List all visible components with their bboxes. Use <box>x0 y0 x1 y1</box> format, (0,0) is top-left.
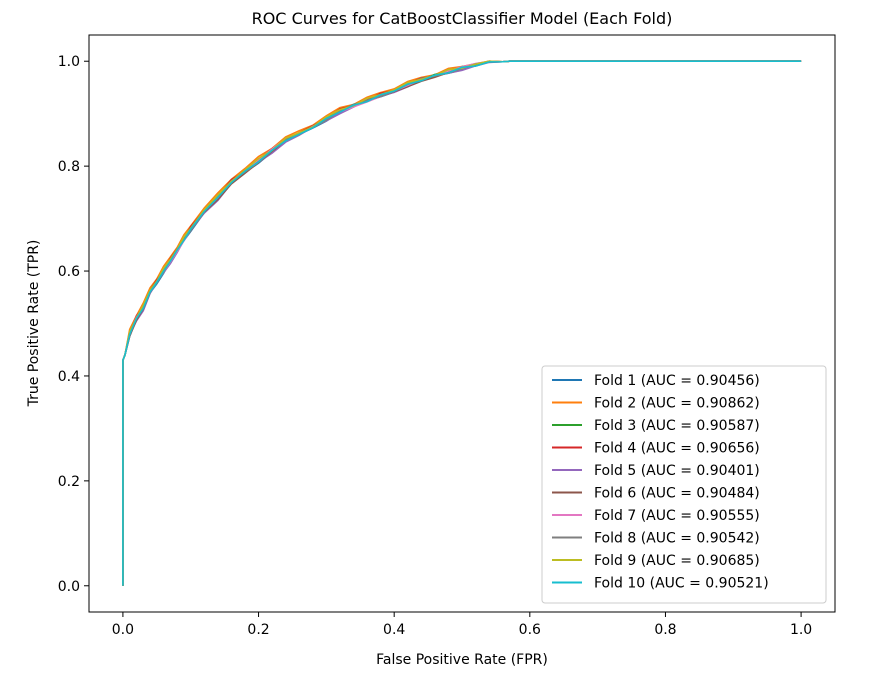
roc-curve-fold-2 <box>122 60 802 586</box>
y-tick-label: 0.4 <box>58 369 80 385</box>
legend-label: Fold 5 (AUC = 0.90401) <box>594 463 760 479</box>
legend-label: Fold 4 (AUC = 0.90656) <box>594 441 760 457</box>
legend-label: Fold 7 (AUC = 0.90555) <box>594 508 760 524</box>
y-tick-label: 0.8 <box>58 159 80 175</box>
legend-label: Fold 9 (AUC = 0.90685) <box>594 553 760 569</box>
legend-label: Fold 6 (AUC = 0.90484) <box>594 486 760 502</box>
x-tick-label: 0.4 <box>383 622 405 638</box>
y-tick-label: 1.0 <box>58 54 80 70</box>
x-axis-label: False Positive Rate (FPR) <box>376 652 548 668</box>
legend: Fold 1 (AUC = 0.90456) Fold 2 (AUC = 0.90… <box>541 365 827 604</box>
plot-area-frame <box>88 34 836 613</box>
legend-label: Fold 3 (AUC = 0.90587) <box>594 418 760 434</box>
x-tick-label: 0.2 <box>247 622 269 638</box>
x-tick-label: 1.0 <box>790 622 812 638</box>
legend-label: Fold 1 (AUC = 0.90456) <box>594 373 760 389</box>
x-tick-label: 0.6 <box>519 622 541 638</box>
roc-curve-fold-9 <box>122 60 802 586</box>
chart-title: ROC Curves for CatBoostClassifier Model … <box>252 9 673 28</box>
y-axis-ticks: 0.0 0.2 0.4 0.6 0.8 1.0 <box>58 54 89 595</box>
x-tick-label: 0.0 <box>112 622 134 638</box>
legend-label: Fold 2 (AUC = 0.90862) <box>594 396 760 412</box>
x-tick-label: 0.8 <box>654 622 676 638</box>
y-tick-label: 0.0 <box>58 579 80 595</box>
legend-label: Fold 8 (AUC = 0.90542) <box>594 531 760 547</box>
roc-curve-fold-10 <box>122 60 802 586</box>
legend-box <box>541 365 827 604</box>
legend-label: Fold 10 (AUC = 0.90521) <box>594 576 769 592</box>
roc-curves <box>122 60 802 586</box>
y-axis-label: True Positive Rate (TPR) <box>26 240 42 408</box>
y-tick-label: 0.6 <box>58 264 80 280</box>
y-tick-label: 0.2 <box>58 474 80 490</box>
x-axis-ticks: 0.0 0.2 0.4 0.6 0.8 1.0 <box>112 612 812 638</box>
